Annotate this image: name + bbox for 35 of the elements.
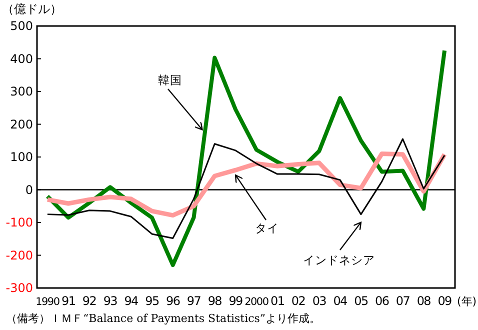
x-tick-label: 2000 bbox=[244, 296, 268, 308]
y-tick-label: 0 bbox=[25, 182, 33, 197]
y-tick-label: 200 bbox=[10, 117, 33, 132]
x-tick-label: 04 bbox=[333, 294, 348, 308]
x-tick-label: 01 bbox=[270, 294, 284, 308]
x-tick-label: 02 bbox=[291, 294, 306, 308]
text: タイ bbox=[255, 221, 279, 235]
x-tick-label: 03 bbox=[312, 294, 326, 308]
y-tick-label: 300 bbox=[10, 84, 33, 98]
x-tick-label: 1990 bbox=[36, 296, 60, 308]
x-tick-label: 99 bbox=[228, 294, 243, 308]
x-tick-label: 91 bbox=[62, 294, 76, 308]
x-tick-label: 07 bbox=[396, 294, 410, 308]
y-tick-label: 400 bbox=[10, 52, 33, 66]
y-tick-label: -300 bbox=[6, 281, 33, 295]
y-tick-label: 100 bbox=[10, 150, 33, 164]
x-tick-label: 94 bbox=[124, 294, 138, 308]
x-tick-label: 96 bbox=[166, 294, 180, 308]
x-tick-label: 09 bbox=[438, 294, 452, 308]
y-tick-label: -100 bbox=[6, 216, 33, 230]
x-tick-label: 92 bbox=[82, 294, 96, 308]
y-tick-label: -200 bbox=[6, 248, 33, 262]
x-axis-title: (年) bbox=[457, 295, 477, 308]
text: インドネシア bbox=[303, 253, 375, 267]
y-axis-title: （億ドル） bbox=[2, 2, 62, 16]
text: 韓国 bbox=[158, 73, 182, 87]
x-tick-label: 08 bbox=[416, 294, 431, 308]
x-tick-label: 93 bbox=[103, 294, 118, 308]
x-tick-label: 98 bbox=[208, 294, 222, 308]
y-tick-label: 500 bbox=[10, 19, 33, 33]
text: （備考）ＩＭＦ“Balance of Payments Statistics”より作成。 bbox=[6, 312, 321, 325]
x-tick-label: 05 bbox=[354, 294, 368, 308]
x-tick-label: 06 bbox=[375, 294, 389, 308]
x-tick-label: 95 bbox=[145, 294, 159, 308]
x-tick-label: 97 bbox=[186, 294, 201, 308]
